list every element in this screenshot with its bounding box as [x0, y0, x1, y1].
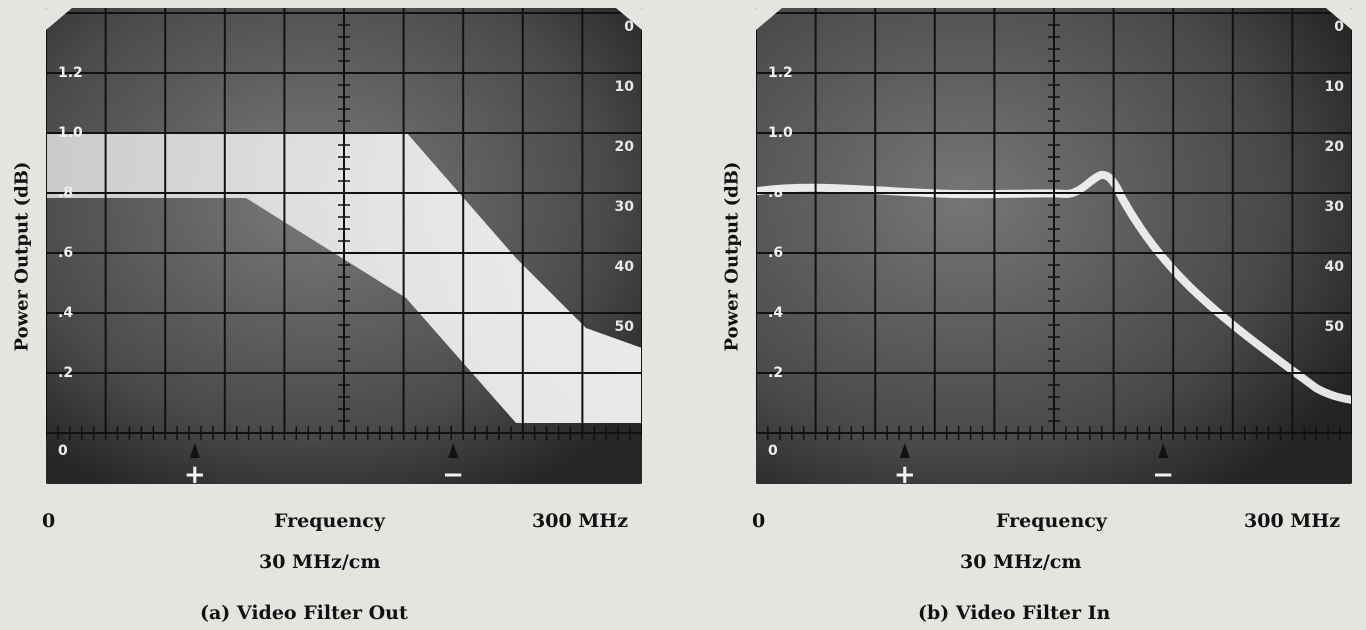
left-scale-label-a: 1.2: [58, 65, 83, 81]
right-scale-label-b: 50: [1325, 319, 1345, 335]
y-axis-label-a: Power Output (dB): [11, 161, 33, 352]
oscilloscope-screen-b: 1.2 1.0 .8 .6 .4 .2 0 0 10 20 30 40 50 + −: [756, 8, 1352, 484]
marker-triangle-a: [448, 443, 459, 458]
x-end-label-b: 300 MHz: [1244, 510, 1341, 532]
noise-band-a: [46, 132, 642, 423]
left-scale-label-a: .2: [58, 365, 73, 381]
left-scale-label-b: 1.0: [768, 125, 793, 141]
corner-mask-a-tr: [616, 8, 642, 30]
x-axis-label-a: Frequency: [274, 510, 385, 532]
scale-label-b: 30 MHz/cm: [960, 551, 1082, 573]
marker-triangle-a: [189, 443, 200, 458]
marker-symbol-b: +: [894, 460, 916, 484]
left-scale-label-a: .6: [58, 245, 73, 261]
scale-label-a: 30 MHz/cm: [259, 551, 381, 573]
right-scale-label-b: 20: [1325, 139, 1345, 155]
marker-triangle-b: [1158, 443, 1169, 458]
caption-a: (a) Video Filter Out: [200, 602, 408, 624]
left-scale-label-b: .6: [768, 245, 783, 261]
marker-symbol-a: −: [442, 460, 464, 484]
x-axis-label-b: Frequency: [996, 510, 1107, 532]
left-scale-label-b: 0: [768, 443, 778, 459]
scope-graticule-b: 1.2 1.0 .8 .6 .4 .2 0 0 10 20 30 40 50 + −: [756, 8, 1352, 484]
corner-mask-b-tr: [1326, 8, 1352, 30]
right-scale-label-a: 40: [615, 259, 635, 275]
left-scale-label-a: .8: [58, 185, 73, 201]
right-scale-label-a: 30: [615, 199, 635, 215]
oscilloscope-screen-a: 1.2 1.0 .8 .6 .4 .2 0 0 10 20 30 40 50 60 + −: [46, 8, 642, 484]
left-scale-label-b: .8: [768, 185, 783, 201]
x-end-label-a: 300 MHz: [532, 510, 629, 532]
right-scale-label-b: 30: [1325, 199, 1345, 215]
right-scale-label-b: 40: [1325, 259, 1345, 275]
y-axis-label-b: Power Output (dB): [721, 161, 743, 352]
marker-symbol-b: −: [1152, 460, 1174, 484]
marker-triangle-b: [899, 443, 910, 458]
left-scale-label-a: .4: [58, 305, 73, 321]
left-scale-label-b: .2: [768, 365, 783, 381]
x-start-label-b: 0: [752, 510, 766, 532]
corner-mask-b-tl: [756, 8, 782, 30]
right-scale-label-a: 50: [615, 319, 635, 335]
right-scale-label-a: 0: [624, 19, 634, 35]
caption-b: (b) Video Filter In: [918, 602, 1111, 624]
marker-symbol-a: +: [184, 460, 206, 484]
left-scale-label-b: .4: [768, 305, 783, 321]
x-start-label-a: 0: [42, 510, 56, 532]
left-scale-label-a: 1.0: [58, 125, 83, 141]
right-scale-label-b: 10: [1325, 79, 1345, 95]
left-scale-label-b: 1.2: [768, 65, 793, 81]
scope-graticule-a: 1.2 1.0 .8 .6 .4 .2 0 0 10 20 30 40 50 60 + −: [46, 8, 642, 484]
right-scale-label-a: 60: [615, 379, 635, 395]
right-scale-label-a: 10: [615, 79, 635, 95]
right-scale-label-a: 20: [615, 139, 635, 155]
left-scale-label-a: 0: [58, 443, 68, 459]
right-scale-label-b: 0: [1334, 19, 1344, 35]
corner-mask-a-tl: [46, 8, 72, 30]
